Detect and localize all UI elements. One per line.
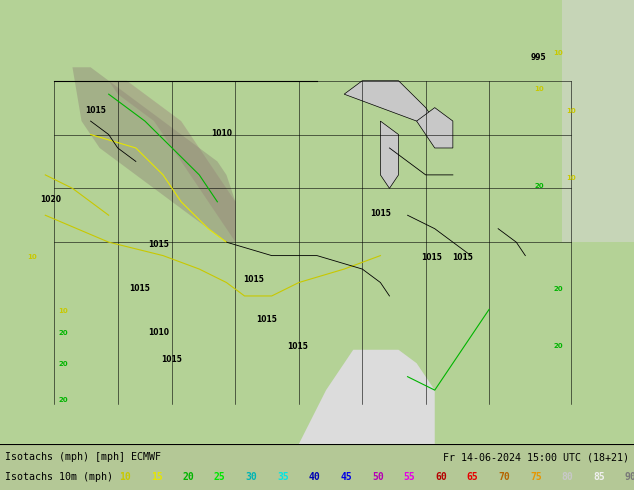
Text: 60: 60 xyxy=(435,472,447,482)
Text: 50: 50 xyxy=(372,472,384,482)
Text: 20: 20 xyxy=(58,361,68,367)
Text: 10: 10 xyxy=(534,86,544,92)
Text: 80: 80 xyxy=(562,472,574,482)
Text: 20: 20 xyxy=(553,286,563,292)
Text: 1015: 1015 xyxy=(85,106,105,116)
Text: 10: 10 xyxy=(566,174,576,181)
Text: 1015: 1015 xyxy=(288,342,308,351)
Text: 45: 45 xyxy=(340,472,352,482)
Text: 1015: 1015 xyxy=(148,240,169,248)
Text: 40: 40 xyxy=(309,472,321,482)
Polygon shape xyxy=(299,350,435,444)
Polygon shape xyxy=(0,0,634,444)
Text: Isotachs (mph) [mph] ECMWF: Isotachs (mph) [mph] ECMWF xyxy=(5,452,161,462)
Text: 20: 20 xyxy=(534,183,544,190)
Text: 20: 20 xyxy=(182,472,194,482)
Text: 1015: 1015 xyxy=(161,355,181,364)
Text: 1015: 1015 xyxy=(129,284,150,293)
Text: 65: 65 xyxy=(467,472,479,482)
Text: 25: 25 xyxy=(214,472,226,482)
Text: 995: 995 xyxy=(531,53,547,62)
Text: 55: 55 xyxy=(404,472,415,482)
Text: 70: 70 xyxy=(498,472,510,482)
Text: 15: 15 xyxy=(151,472,162,482)
Polygon shape xyxy=(344,81,435,121)
Text: 1020: 1020 xyxy=(40,196,61,204)
Text: 90: 90 xyxy=(625,472,634,482)
Text: Fr 14-06-2024 15:00 UTC (18+21): Fr 14-06-2024 15:00 UTC (18+21) xyxy=(443,452,629,462)
Text: 10: 10 xyxy=(566,108,576,114)
Polygon shape xyxy=(417,108,453,148)
Text: 1015: 1015 xyxy=(370,209,391,218)
Text: 10: 10 xyxy=(119,472,131,482)
Text: 1015: 1015 xyxy=(256,315,276,324)
Text: 1015: 1015 xyxy=(243,275,264,284)
Polygon shape xyxy=(108,81,235,242)
Polygon shape xyxy=(72,67,235,242)
Text: 1015: 1015 xyxy=(421,253,441,262)
Polygon shape xyxy=(380,121,399,188)
Text: 10: 10 xyxy=(27,254,37,261)
Text: 35: 35 xyxy=(277,472,289,482)
Text: 20: 20 xyxy=(58,330,68,336)
Polygon shape xyxy=(562,0,634,242)
Text: 10: 10 xyxy=(553,50,563,56)
Text: 85: 85 xyxy=(593,472,605,482)
Text: 1015: 1015 xyxy=(453,253,473,262)
Text: 20: 20 xyxy=(553,343,563,349)
Text: 1010: 1010 xyxy=(148,328,169,338)
Text: Isotachs 10m (mph): Isotachs 10m (mph) xyxy=(5,472,113,482)
Text: 10: 10 xyxy=(58,308,68,314)
Text: 30: 30 xyxy=(245,472,257,482)
Text: 20: 20 xyxy=(58,396,68,403)
Text: 75: 75 xyxy=(530,472,542,482)
Text: 1010: 1010 xyxy=(211,129,233,138)
